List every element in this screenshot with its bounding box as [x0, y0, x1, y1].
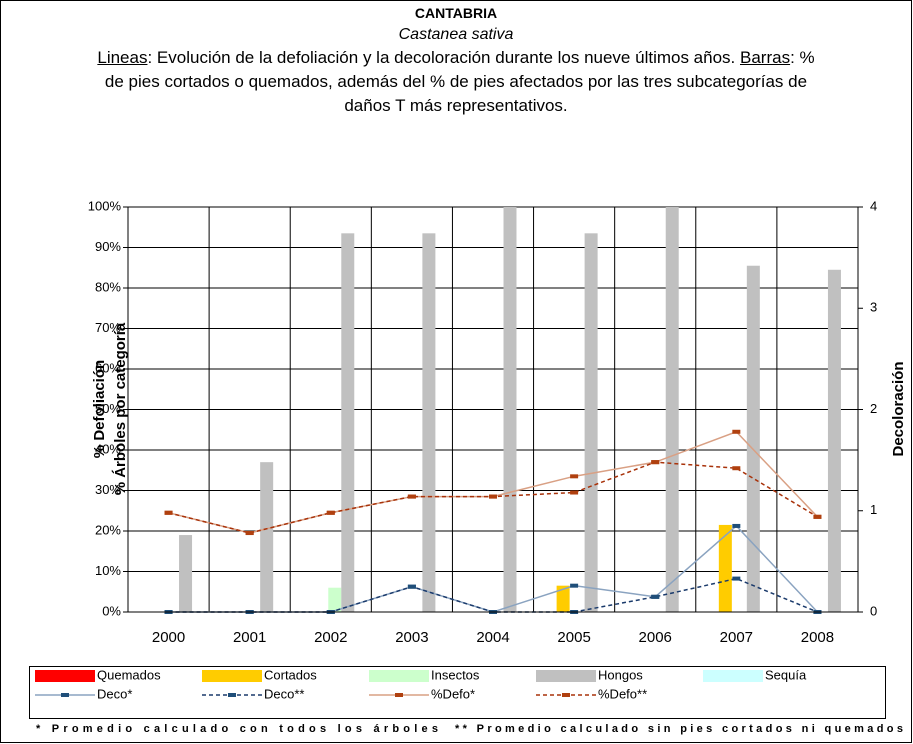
line-marker	[732, 523, 741, 528]
y2-tick-label: 0	[870, 603, 877, 618]
legend-label: Sequía	[765, 667, 807, 682]
legend-marker	[395, 693, 403, 697]
x-tick-label: 2000	[152, 629, 185, 646]
y-tick-label: 0%	[102, 603, 121, 618]
line-marker	[407, 494, 416, 499]
line-marker	[732, 429, 741, 434]
legend-marker	[61, 693, 69, 697]
x-tick-label: 2001	[233, 629, 266, 646]
x-tick-label: 2007	[720, 629, 753, 646]
line-marker	[407, 584, 416, 589]
legend-label: %Defo*	[431, 686, 475, 701]
legend-swatch	[35, 670, 95, 682]
line-marker	[651, 594, 660, 599]
bar	[422, 233, 436, 612]
line-marker	[570, 490, 579, 495]
legend-box	[29, 666, 886, 719]
x-tick-label: 2008	[801, 629, 834, 646]
legend-swatch	[536, 670, 596, 682]
y-tick-label: 90%	[95, 239, 121, 254]
bar	[328, 587, 342, 612]
bar	[341, 233, 355, 612]
x-tick-label: 2003	[395, 629, 428, 646]
legend-swatch	[703, 670, 763, 682]
y2-axis-title: Decoloración	[890, 361, 907, 456]
line-marker	[732, 576, 741, 581]
legend-label: Quemados	[97, 667, 161, 682]
y-tick-label: 10%	[95, 563, 121, 578]
y-tick-label: 70%	[95, 320, 121, 335]
y-tick-label: 20%	[95, 522, 121, 537]
y-axis-title: % Árboles por categoría	[112, 322, 129, 495]
line-marker	[732, 466, 741, 471]
line-marker	[245, 531, 254, 536]
y-tick-label: 100%	[88, 198, 122, 213]
bar	[556, 585, 570, 612]
line-marker	[489, 494, 497, 499]
legend-swatch	[369, 670, 429, 682]
legend-label: Deco**	[264, 686, 304, 701]
bar	[746, 265, 760, 612]
x-tick-label: 2005	[557, 629, 590, 646]
chart-subtitle: Castanea sativa	[398, 26, 514, 43]
y-tick-label: 60%	[95, 360, 121, 375]
line-marker	[570, 583, 579, 588]
bar	[503, 207, 517, 612]
description-label: Lineas	[97, 48, 148, 67]
y-tick-label: 50%	[95, 401, 121, 416]
bar	[179, 535, 193, 612]
x-tick-label: 2006	[639, 629, 672, 646]
y-axis-title: % Defoliación	[91, 360, 108, 458]
description-text: : % de pies cortados o quemados, además …	[104, 48, 815, 115]
y2-tick-label: 2	[870, 401, 877, 416]
y2-tick-label: 4	[870, 198, 877, 213]
line-marker	[813, 514, 822, 519]
bar	[827, 269, 841, 612]
line-marker	[164, 510, 173, 515]
legend-label: %Defo**	[598, 686, 647, 701]
line-marker	[326, 510, 335, 515]
description: Lineas: Evolución de la defoliación y la…	[86, 46, 826, 118]
y2-tick-label: 3	[870, 300, 877, 315]
header: CANTABRIA Castanea sativa Lineas: Evoluc…	[86, 2, 826, 118]
bar	[665, 207, 679, 612]
x-tick-label: 2002	[314, 629, 347, 646]
y-tick-label: 80%	[95, 279, 121, 294]
line-marker	[651, 460, 660, 465]
bar	[718, 524, 732, 612]
legend-label: Deco*	[97, 686, 132, 701]
y2-tick-label: 1	[870, 502, 877, 517]
x-tick-label: 2004	[476, 629, 509, 646]
bar	[260, 462, 274, 612]
legend-label: Insectos	[431, 667, 480, 682]
legend-marker	[228, 693, 236, 697]
description-label: Barras	[740, 48, 791, 67]
line-marker	[570, 474, 579, 479]
y-tick-label: 40%	[95, 441, 121, 456]
chart-title: CANTABRIA	[414, 5, 498, 21]
legend-label: Hongos	[598, 667, 643, 682]
description-text: : Evolución de la defoliación y la decol…	[147, 48, 740, 67]
y-tick-label: 30%	[95, 482, 121, 497]
legend-marker	[562, 693, 570, 697]
legend-swatch	[202, 670, 262, 682]
legend-label: Cortados	[264, 667, 317, 682]
bar	[584, 233, 598, 612]
